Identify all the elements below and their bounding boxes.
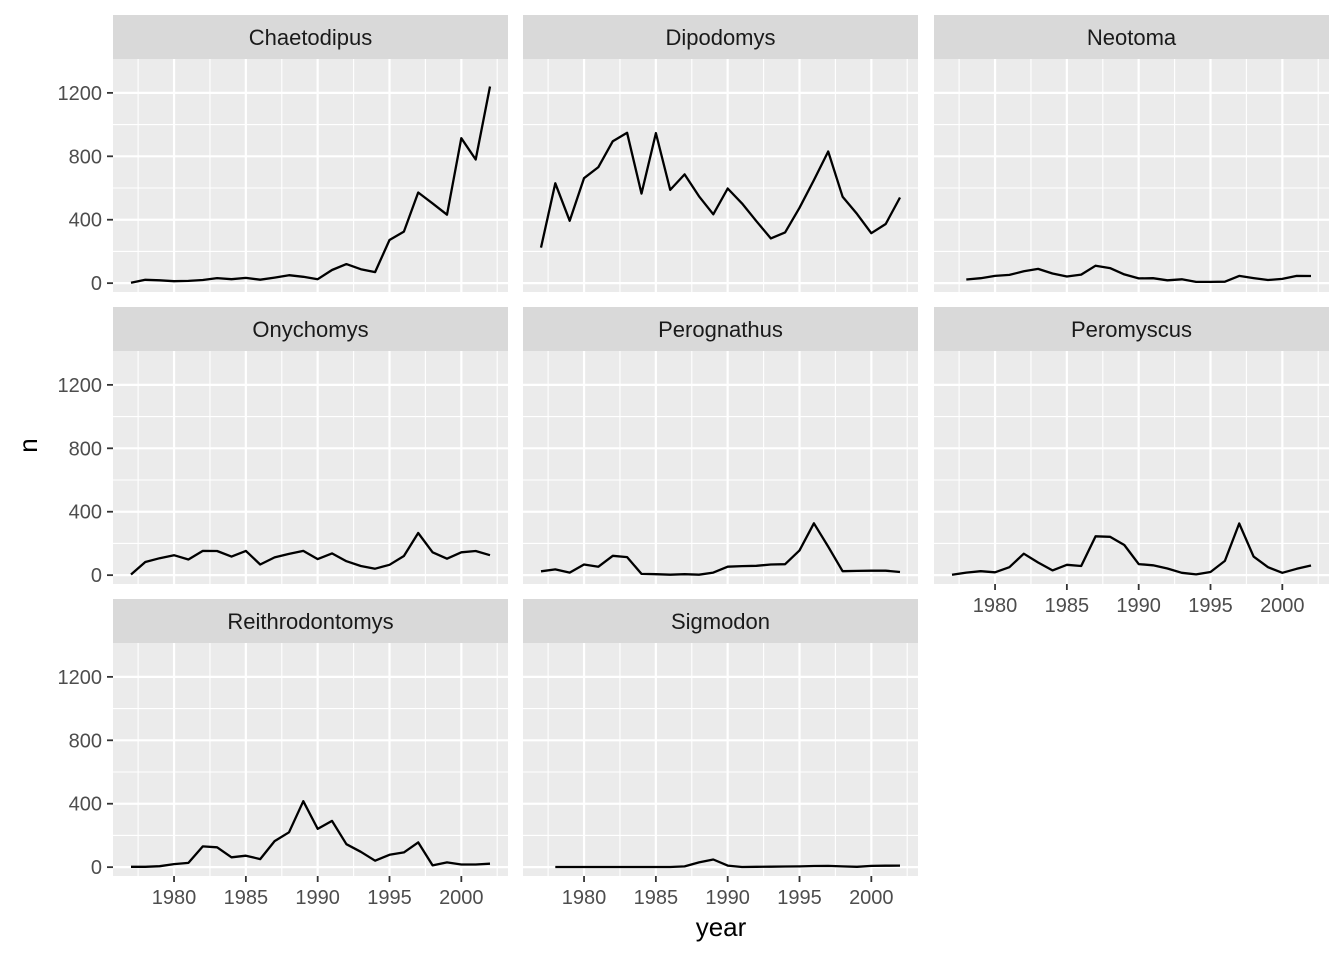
facet-label: Dipodomys [665, 25, 775, 50]
x-axis-title: year [696, 912, 747, 942]
y-tick-label: 400 [69, 210, 102, 232]
facet-neotoma: Neotoma [934, 15, 1329, 292]
x-tick-label: 1995 [1188, 595, 1233, 617]
x-tick-label: 1995 [777, 887, 822, 909]
facet-label: Peromyscus [1071, 317, 1192, 342]
x-tick-label: 1985 [634, 887, 679, 909]
facet-label: Chaetodipus [249, 25, 373, 50]
facet-label: Onychomys [252, 317, 368, 342]
series-line-perognathus [540, 522, 901, 576]
facet-dipodomys: Dipodomys [523, 15, 918, 292]
facet-strip [934, 307, 1329, 351]
panel-background [523, 643, 918, 876]
series-line-peromyscus [951, 522, 1312, 576]
series-line-onychomys [130, 531, 491, 576]
series-line-sigmodon [555, 858, 901, 869]
y-tick-label: 1200 [58, 375, 103, 397]
facet-strip [523, 599, 918, 643]
x-tick-label: 1990 [705, 887, 750, 909]
facet-strip [523, 15, 918, 59]
y-tick-label: 1200 [58, 667, 103, 689]
x-tick-label: 2000 [849, 887, 894, 909]
facet-strip [113, 599, 508, 643]
y-tick-label: 400 [69, 502, 102, 524]
facet-strip [523, 307, 918, 351]
facet-label: Perognathus [658, 317, 783, 342]
x-tick-label: 2000 [439, 887, 484, 909]
x-tick-label: 1990 [295, 887, 340, 909]
x-tick-label: 2000 [1260, 595, 1305, 617]
facet-label: Sigmodon [671, 609, 770, 634]
facet-reithrodontomys: Reithrodontomys 0 400 800 1200 1980 1985 1990 19… [58, 599, 508, 909]
series-line-neotoma [966, 264, 1312, 284]
facet-strip [113, 15, 508, 59]
panel-background [113, 643, 508, 876]
panel-background [113, 59, 508, 292]
x-tick-label: 1985 [1045, 595, 1090, 617]
series-line-reithrodontomys [131, 800, 491, 868]
panel-background [934, 351, 1329, 584]
x-tick-label: 1980 [973, 595, 1018, 617]
y-tick-label: 0 [91, 857, 102, 879]
facet-sigmodon: Sigmodon 1980 1985 1990 1995 2000 [523, 599, 918, 909]
y-tick-label: 0 [91, 273, 102, 295]
y-tick-label: 0 [91, 565, 102, 587]
facet-label: Neotoma [1087, 25, 1177, 50]
y-tick-label: 800 [69, 146, 102, 168]
y-axis-title: n [13, 438, 43, 452]
series-line-chaetodipus [130, 86, 492, 284]
x-tick-label: 1980 [562, 887, 607, 909]
x-tick-label: 1990 [1116, 595, 1161, 617]
facet-label: Reithrodontomys [227, 609, 393, 634]
facet-chaetodipus: Chaetodipus 0 400 800 1200 [58, 15, 508, 295]
y-tick-label: 800 [69, 730, 102, 752]
x-tick-label: 1980 [152, 887, 197, 909]
y-tick-label: 800 [69, 438, 102, 460]
facet-onychomys: Onychomys 0 400 800 1200 [58, 307, 508, 587]
facet-perognathus: Perognathus [523, 307, 918, 584]
panel-background [113, 351, 508, 584]
panel-background [934, 59, 1329, 292]
facet-peromyscus: Peromyscus 1980 1985 1990 1995 2000 [934, 307, 1329, 617]
facet-strip [934, 15, 1329, 59]
y-tick-label: 400 [69, 794, 102, 816]
x-tick-label: 1995 [367, 887, 412, 909]
series-line-dipodomys [539, 131, 902, 248]
y-tick-label: 1200 [58, 83, 103, 105]
facet-strip [113, 307, 508, 351]
panel-background [523, 351, 918, 584]
x-tick-label: 1985 [224, 887, 269, 909]
